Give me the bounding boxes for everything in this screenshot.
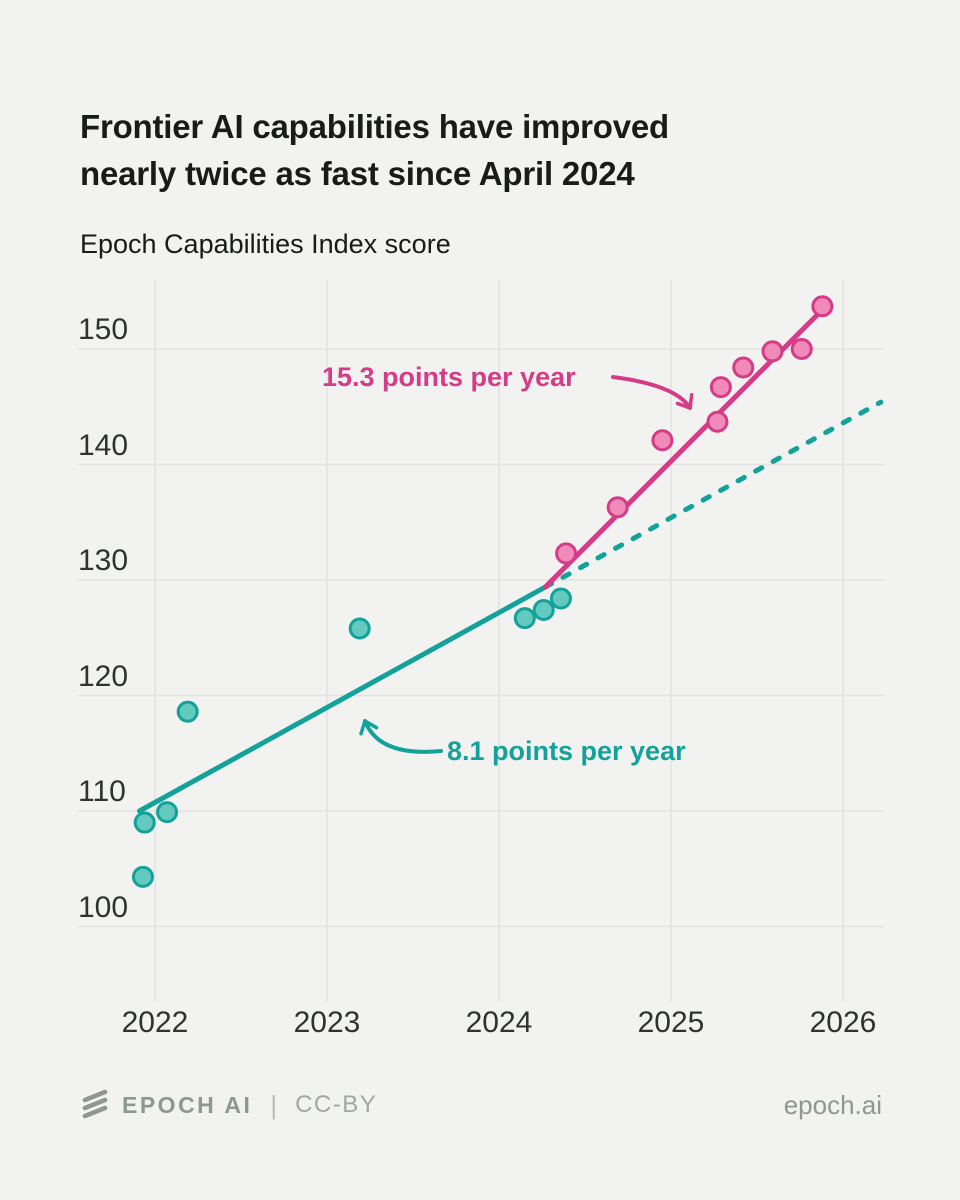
annotation-fast-rate-label: 15.3 points per year (322, 362, 576, 392)
chart-subtitle: Epoch Capabilities Index score (80, 229, 451, 259)
data-point (176, 700, 199, 723)
chart-title: Frontier AI capabilities have improved n… (80, 108, 670, 193)
data-point (133, 811, 156, 834)
data-point (513, 607, 536, 630)
y-tick-label-140: 140 (78, 428, 129, 462)
data-point (761, 340, 784, 363)
x-tick-label-2025: 2025 (637, 1006, 705, 1039)
x-tick-label-2023: 2023 (293, 1006, 361, 1039)
scatter-series-teal (131, 587, 572, 888)
annotation-arrow-slow (359, 719, 443, 754)
data-point (651, 429, 674, 452)
data-point (709, 376, 732, 399)
website-link[interactable]: epoch.ai (783, 1089, 882, 1120)
x-tick-label-2026: 2026 (809, 1006, 877, 1039)
data-point (732, 356, 755, 379)
footer-divider: | (270, 1089, 278, 1120)
data-point (555, 542, 578, 565)
x-tick-label-2024: 2024 (465, 1006, 533, 1039)
data-point (790, 338, 813, 360)
annotation-arrow-fast (611, 375, 694, 410)
trend-line-pre-trend-extrapolation (542, 399, 884, 590)
footer-brand-group: EPOCH AI | CC-BY (80, 1088, 377, 1122)
data-point (532, 599, 555, 622)
y-tick-label-120: 120 (78, 659, 129, 693)
y-tick-label-150: 150 (78, 313, 129, 346)
license-label: CC-BY (295, 1091, 378, 1118)
brand-name: EPOCH AI (122, 1091, 253, 1118)
scatter-series-pink (555, 295, 834, 565)
y-tick-label-100: 100 (78, 890, 129, 924)
y-tick-label-110: 110 (78, 775, 126, 808)
annotation-slow-rate-label: 8.1 points per year (447, 736, 686, 766)
epoch-ai-logo-icon (82, 1089, 108, 1119)
footer: EPOCH AI | CC-BY epoch.ai (80, 1088, 882, 1122)
data-point (131, 865, 154, 888)
trend-line-pre-april-2024-trend (137, 584, 548, 814)
horizontal-gridlines (78, 348, 884, 928)
data-point (348, 617, 371, 640)
y-tick-label-130: 130 (78, 544, 129, 577)
data-point (706, 410, 729, 433)
x-tick-label-2022: 2022 (121, 1006, 189, 1039)
data-point (549, 587, 572, 610)
data-point (811, 295, 834, 318)
vertical-gridlines (154, 280, 844, 1002)
data-point (606, 496, 629, 519)
data-point (156, 801, 179, 824)
